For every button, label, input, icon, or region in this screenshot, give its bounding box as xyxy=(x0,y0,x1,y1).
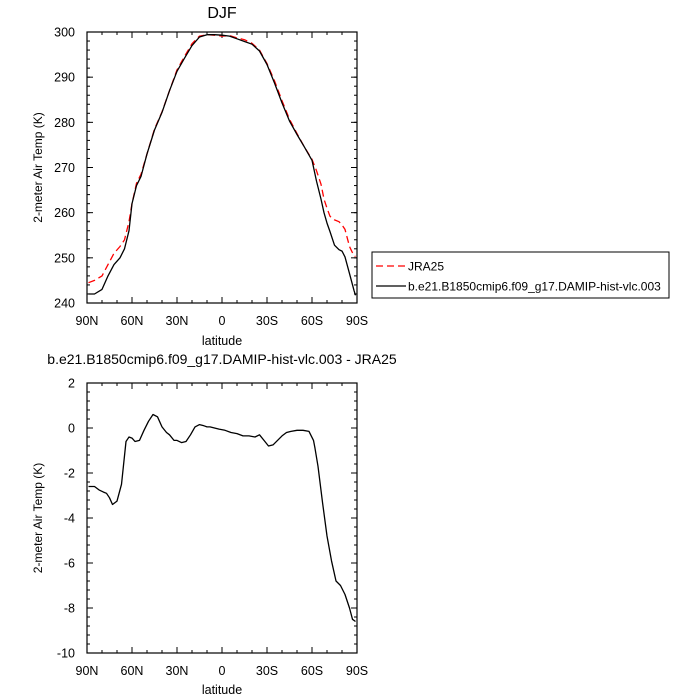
y-tick-label: -4 xyxy=(64,512,75,526)
plot-frame xyxy=(86,31,358,304)
difference-series-line xyxy=(88,413,356,623)
top-chart: 90N 60N 30N 0 30S 60S 90S 240 250 260 270 280 290 300… xyxy=(31,5,670,348)
x-tick-label: 30S xyxy=(256,664,278,678)
y-tick-label: 2 xyxy=(68,377,75,391)
y-tick-label: -10 xyxy=(57,647,75,661)
y-axis-label: 2-meter Air Temp (K) xyxy=(31,112,45,222)
chart-title: b.e21.B1850cmip6.f09_g17.DAMIP-hist-vlc.… xyxy=(47,351,397,367)
y-tick-label: 0 xyxy=(68,422,75,436)
x-tick-label: 90N xyxy=(76,314,99,328)
y-tick-label: 300 xyxy=(54,26,75,40)
y-tick-label: 290 xyxy=(54,71,75,85)
x-axis-label: latitude xyxy=(202,334,242,348)
plot-frame xyxy=(86,382,358,654)
bottom-chart: 90N 60N 30N 0 30S 60S 90S -10 -8 -6 -4 -2 0 2 b.e21.B1… xyxy=(31,351,397,697)
x-tick-label: 90N xyxy=(76,664,99,678)
x-tick-label: 90S xyxy=(346,314,368,328)
jra25-series-line xyxy=(88,34,356,284)
y-tick-label: 250 xyxy=(54,251,75,265)
x-tick-label: 60S xyxy=(301,664,323,678)
y-tick-label: 270 xyxy=(54,161,75,175)
x-tick-label: 60S xyxy=(301,314,323,328)
chart-title: DJF xyxy=(207,5,237,22)
y-axis-label: 2-meter Air Temp (K) xyxy=(31,463,45,573)
x-tick-label: 60N xyxy=(121,314,144,328)
x-tick-label: 0 xyxy=(219,314,226,328)
y-tick-label: -2 xyxy=(64,467,75,481)
y-tick-label: 280 xyxy=(54,116,75,130)
x-tick-label: 60N xyxy=(121,664,144,678)
x-tick-label: 90S xyxy=(346,664,368,678)
x-tick-label: 30N xyxy=(166,314,189,328)
x-tick-label: 0 xyxy=(219,664,226,678)
y-tick-label: -6 xyxy=(64,557,75,571)
legend-label: JRA25 xyxy=(408,260,444,274)
y-tick-label: -8 xyxy=(64,602,75,616)
x-tick-label: 30S xyxy=(256,314,278,328)
x-axis-label: latitude xyxy=(202,683,242,697)
legend-box xyxy=(371,251,670,299)
y-tick-label: 260 xyxy=(54,206,75,220)
x-tick-label: 30N xyxy=(166,664,189,678)
y-tick-label: 240 xyxy=(54,297,75,311)
b-e21-b1850cmip6-f09-g17-damip-hist-vlc-003-series-line xyxy=(88,34,357,296)
legend-label: b.e21.B1850cmip6.f09_g17.DAMIP-hist-vlc.… xyxy=(408,280,661,294)
